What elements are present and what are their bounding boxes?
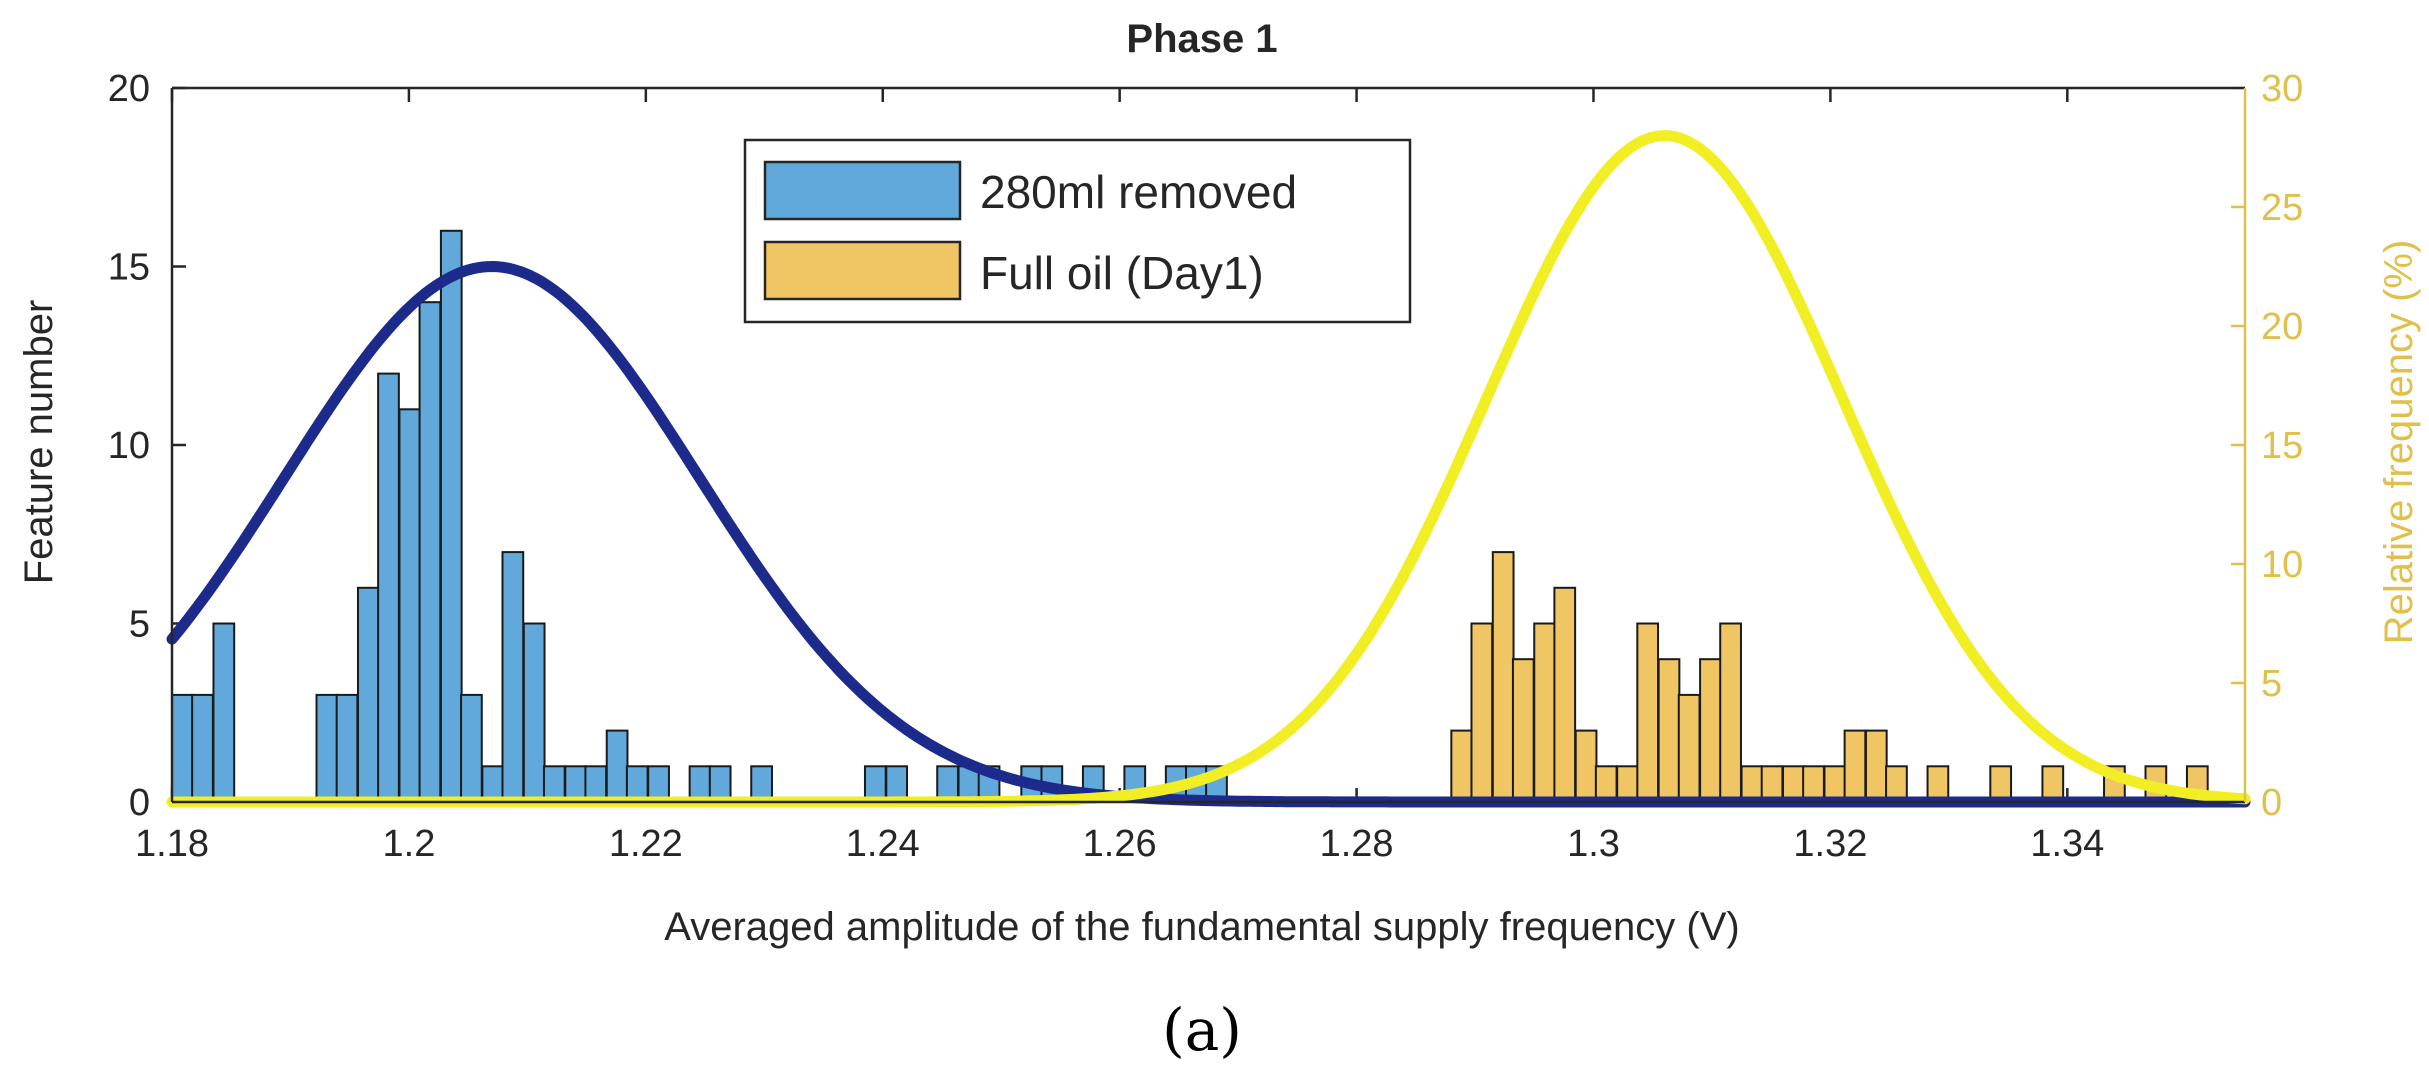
x-tick-label-1: 1.2 — [383, 823, 436, 865]
legend: 280ml removed Full oil (Day1) — [743, 138, 1412, 324]
y-axis-label: Feature number — [17, 300, 61, 585]
y-tick-label-0: 0 — [129, 782, 150, 824]
bar-280ml-removed-8 — [418, 301, 442, 803]
bar-full-oil-12 — [1699, 658, 1722, 804]
tick-labels: 1.18 1.2 1.22 1.24 1.26 1.28 1.3 1.32 1.34 0 5 10 15… — [108, 68, 2304, 865]
x-tick-label-7: 1.32 — [1793, 823, 1867, 865]
bar-full-oil-6 — [1574, 729, 1598, 803]
bar-full-oil-0 — [1450, 729, 1474, 803]
bar-280ml-removed-7 — [398, 408, 422, 803]
bar-280ml-removed-1 — [191, 693, 214, 804]
x-tick-label-4: 1.26 — [1083, 823, 1157, 865]
bar-280ml-removed-4 — [335, 693, 359, 804]
bar-full-oil-2 — [1491, 551, 1515, 803]
bar-280ml-removed-6 — [377, 372, 400, 803]
bar-280ml-removed-17 — [605, 729, 629, 803]
bar-full-oil-10 — [1657, 658, 1681, 804]
y-right-axis-label: Relative frequency (%) — [2377, 240, 2421, 645]
x-axis-label: Averaged amplitude of the fundamental su… — [664, 905, 1739, 949]
bar-full-oil-1 — [1470, 622, 1494, 803]
legend-label-280ml-removed: 280ml removed — [980, 166, 1297, 218]
x-tick-label-3: 1.24 — [846, 823, 920, 865]
legend-label-full-oil: Full oil (Day1) — [980, 247, 1264, 299]
bar-full-oil-11 — [1677, 693, 1701, 804]
y-right-tick-label-2: 10 — [2261, 544, 2303, 586]
y-tick-label-4: 20 — [108, 68, 150, 110]
bar-full-oil-5 — [1553, 586, 1577, 803]
bar-280ml-removed-0 — [171, 693, 194, 804]
axes-frame — [170, 86, 2247, 804]
bar-280ml-removed-13 — [522, 622, 546, 803]
y-right-tick-label-1: 5 — [2261, 663, 2282, 705]
legend-swatch-full-oil — [763, 240, 962, 301]
bar-full-oil-3 — [1511, 658, 1535, 804]
legend-swatch-280ml-removed — [763, 160, 962, 221]
bar-full-oil-13 — [1719, 622, 1742, 803]
x-tick-label-6: 1.3 — [1567, 823, 1620, 865]
y-right-tick-label-0: 0 — [2261, 782, 2282, 824]
bar-280ml-removed-5 — [356, 586, 380, 803]
bar-full-oil-20 — [1864, 729, 1888, 803]
y-right-tick-label-3: 15 — [2261, 425, 2303, 467]
bar-280ml-removed-10 — [460, 693, 483, 804]
y-right-tick-label-4: 20 — [2261, 306, 2303, 348]
y-tick-label-1: 5 — [129, 604, 150, 646]
bar-280ml-removed-2 — [212, 622, 236, 803]
bar-full-oil-9 — [1636, 622, 1660, 803]
chart-title: Phase 1 — [1126, 17, 1277, 61]
x-tick-label-2: 1.22 — [609, 823, 683, 865]
x-tick-label-0: 1.18 — [135, 823, 209, 865]
bar-full-oil-4 — [1533, 622, 1556, 803]
bar-280ml-removed-12 — [501, 551, 525, 803]
x-tick-label-5: 1.28 — [1320, 823, 1394, 865]
y-tick-label-2: 10 — [108, 425, 150, 467]
bar-280ml-removed-3 — [315, 693, 339, 804]
y-tick-label-3: 15 — [108, 247, 150, 289]
y-right-tick-label-5: 25 — [2261, 187, 2303, 229]
bar-full-oil-19 — [1843, 729, 1867, 803]
x-tick-label-8: 1.34 — [2030, 823, 2104, 865]
figure-caption: (a) — [1162, 996, 1242, 1064]
y-right-tick-label-6: 30 — [2261, 68, 2303, 110]
bar-280ml-removed-9 — [439, 229, 463, 804]
